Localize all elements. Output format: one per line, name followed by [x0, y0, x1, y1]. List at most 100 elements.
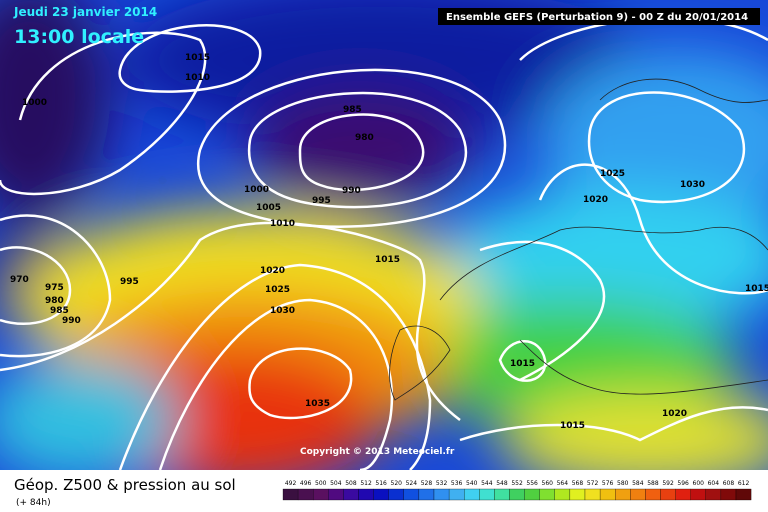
scale-swatch [433, 488, 450, 501]
scale-label: 496 [300, 480, 312, 487]
scale-swatch [630, 488, 646, 501]
isobar-label: 1015 [185, 53, 210, 63]
scale-swatch [524, 488, 540, 501]
scale-label: 564 [557, 480, 569, 487]
scale-swatch [705, 488, 722, 501]
scale-label: 568 [572, 480, 584, 487]
isobar-label: 1035 [305, 399, 330, 409]
isobar-label: 980 [355, 133, 374, 143]
isobar-label: 1015 [560, 421, 585, 431]
isobar-label: 995 [312, 196, 331, 206]
scale-label: 520 [391, 480, 403, 487]
scale-swatch [690, 488, 706, 501]
colour-scale: 492 496 500 504 508 512 516 520 524 528 532 536 540 5… [282, 480, 752, 501]
scale-label: 492 [285, 480, 297, 487]
isobar-label: 980 [45, 296, 64, 306]
scale-label: 600 [693, 480, 705, 487]
scale-label: 500 [315, 480, 327, 487]
scale-swatch [479, 488, 495, 501]
isobar-label: 1000 [22, 98, 47, 108]
scale-label: 504 [330, 480, 342, 487]
isobar-label: 985 [343, 105, 362, 115]
isobar-labels: 1015101010009859809909951000100510101015… [10, 53, 768, 431]
scale-swatch [599, 488, 616, 501]
scale-label: 608 [723, 480, 735, 487]
scale-swatch [569, 488, 586, 501]
isobar-label: 1020 [583, 195, 608, 205]
scale-swatch [720, 488, 737, 501]
scale-swatch [403, 488, 420, 501]
footer-title: Géop. Z500 & pression au sol [14, 476, 236, 494]
scale-swatch [297, 488, 314, 501]
scale-swatch [418, 488, 435, 501]
scale-label: 604 [708, 480, 720, 487]
scale-swatch [388, 488, 404, 501]
scale-swatch [343, 488, 359, 501]
scale-label: 552 [511, 480, 523, 487]
isobar-label: 985 [50, 306, 69, 316]
scale-swatch [615, 488, 631, 501]
scale-label: 540 [466, 480, 478, 487]
scale-swatch [539, 488, 555, 501]
scale-swatch [675, 488, 691, 501]
scale-label: 560 [542, 480, 554, 487]
scale-label: 576 [602, 480, 614, 487]
isobar-label: 1020 [260, 266, 285, 276]
isobar-label: 1030 [270, 306, 295, 316]
scale-label: 556 [526, 480, 538, 487]
isobar-label: 990 [342, 186, 361, 196]
scale-label: 528 [421, 480, 433, 487]
isobar-label: 1020 [662, 409, 687, 419]
isobar-label: 1015 [375, 255, 400, 265]
scale-swatch [660, 488, 676, 501]
isobar-label: 1025 [600, 169, 625, 179]
scale-swatch [584, 488, 601, 501]
scale-swatch [494, 488, 510, 501]
scale-label: 516 [375, 480, 387, 487]
scale-label: 572 [587, 480, 599, 487]
copyright: Copyright © 2013 Meteociel.fr [300, 447, 455, 457]
scale-label: 584 [632, 480, 644, 487]
run-label: Ensemble GEFS (Perturbation 9) - 00 Z du… [446, 12, 748, 23]
scale-swatch [464, 488, 480, 501]
time-label: 13:00 locale [14, 26, 144, 48]
scale-swatch [373, 488, 389, 501]
isobar-label: 1015 [745, 284, 768, 294]
scale-swatch [448, 488, 465, 501]
scale-swatch [282, 488, 299, 501]
scale-label: 580 [617, 480, 629, 487]
footer-lead: (+ 84h) [16, 498, 51, 508]
scale-label: 532 [436, 480, 448, 487]
isobar-label: 1010 [270, 219, 295, 229]
scale-swatch [645, 488, 661, 501]
scale-label: 588 [647, 480, 659, 487]
scale-label: 524 [406, 480, 418, 487]
scale-label: 508 [345, 480, 357, 487]
isobar-label: 1005 [256, 203, 281, 213]
scale-label: 612 [738, 480, 750, 487]
date-label: Jeudi 23 janvier 2014 [13, 5, 157, 19]
isobar-label: 1010 [185, 73, 210, 83]
scale-swatch [313, 488, 329, 501]
isobar-label: 990 [62, 316, 81, 326]
isobar-label: 1030 [680, 180, 705, 190]
scale-swatch [735, 488, 752, 501]
scale-swatch [328, 488, 344, 501]
scale-label: 544 [481, 480, 493, 487]
scale-label: 512 [360, 480, 372, 487]
scale-label: 536 [451, 480, 463, 487]
scale-label: 548 [496, 480, 508, 487]
isobar-label: 1000 [244, 185, 269, 195]
scale-swatch [358, 488, 374, 501]
run-box [438, 8, 760, 25]
scale-label: 596 [677, 480, 689, 487]
map-field [0, 0, 768, 470]
scale-swatch [554, 488, 571, 501]
isobar-label: 1025 [265, 285, 290, 295]
scale-label: 592 [662, 480, 674, 487]
isobar-label: 995 [120, 277, 139, 287]
isobar-label: 975 [45, 283, 64, 293]
isobar-label: 1015 [510, 359, 535, 369]
